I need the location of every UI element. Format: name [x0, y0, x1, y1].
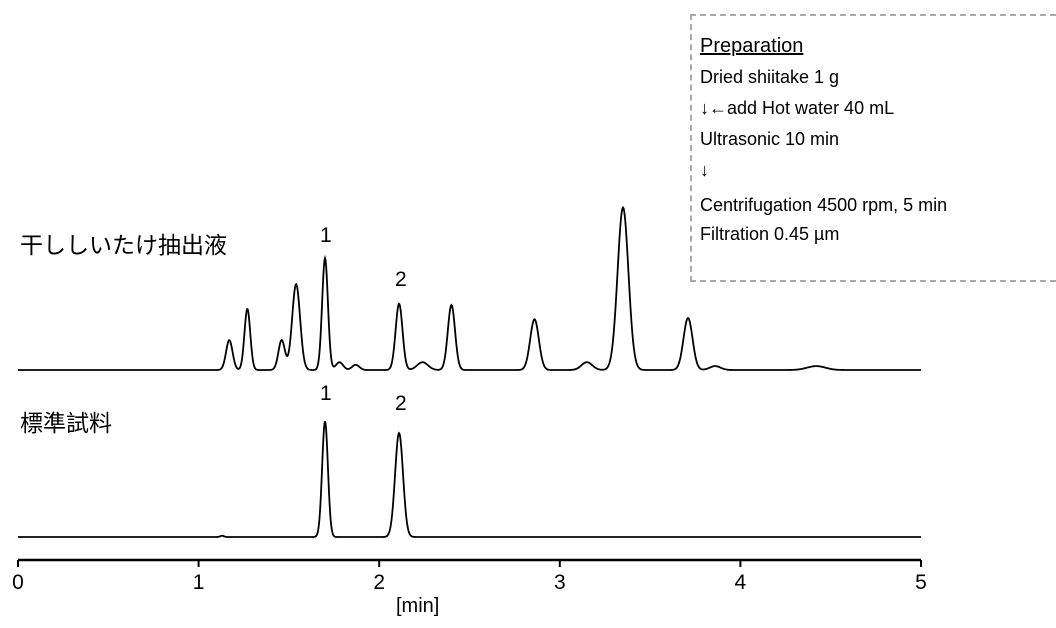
preparation-step: ↓←add Hot water 40 mL: [700, 98, 895, 118]
sample-trace-line: [18, 205, 921, 371]
preparation-box: Preparation Dried shiitake 1 g ↓←add Hot…: [690, 14, 1056, 282]
sample-peak-label-1: 1: [320, 224, 332, 247]
standard-trace-label: 標準試料: [20, 411, 112, 437]
preparation-step: ↓: [700, 160, 709, 180]
x-axis-title: [min]: [396, 595, 440, 617]
x-tick-label: 2: [373, 571, 385, 594]
x-tick-label: 0: [12, 571, 24, 594]
standard-peak-label-2: 2: [395, 392, 407, 415]
preparation-step: Centrifugation 4500 rpm, 5 min: [700, 195, 948, 215]
x-tick-label: 4: [735, 571, 747, 594]
preparation-step: Dried shiitake 1 g: [700, 67, 840, 87]
preparation-title: Preparation: [700, 35, 804, 57]
preparation-step: Ultrasonic 10 min: [700, 129, 840, 149]
x-axis-ticks: 0 1 2 3 4 5: [12, 560, 927, 594]
standard-trace-line: [18, 421, 921, 538]
x-tick-label: 3: [554, 571, 566, 594]
x-tick-label: 1: [193, 571, 205, 594]
preparation-step: Filtration 0.45 µm: [700, 224, 840, 244]
x-tick-label: 5: [915, 571, 927, 594]
sample-trace-label: 干ししいたけ抽出液: [20, 233, 227, 259]
standard-peak-label-1: 1: [320, 382, 332, 405]
sample-peak-label-2: 2: [395, 268, 407, 291]
